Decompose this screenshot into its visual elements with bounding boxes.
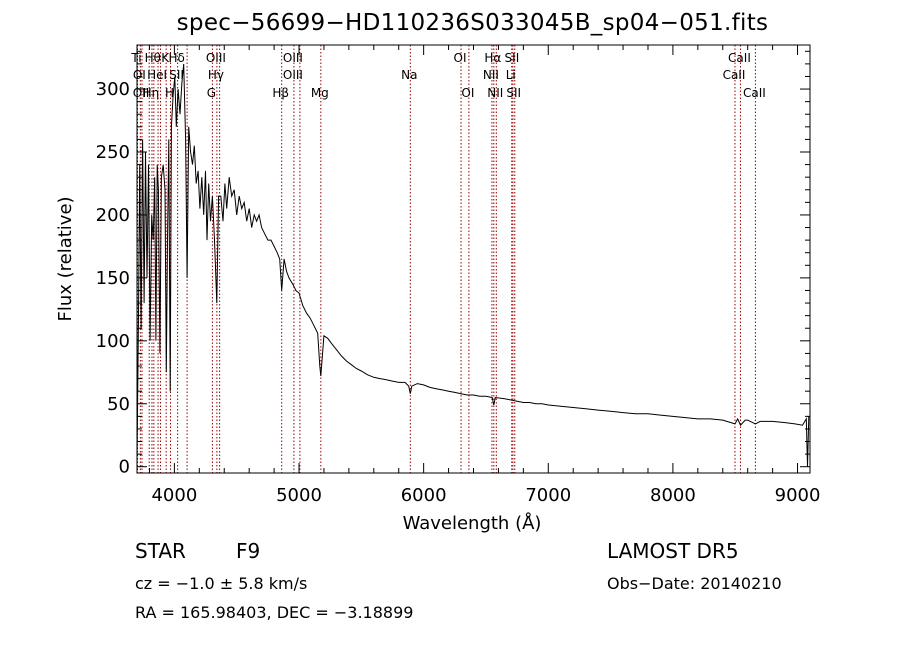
x-tick-label: 8000 (650, 485, 696, 506)
spectral-line-label: K (161, 51, 170, 65)
y-tick-label: 200 (96, 205, 130, 226)
spectral-line-markers (136, 45, 756, 473)
y-tick-label: 0 (119, 457, 130, 478)
survey-name: LAMOST DR5 (607, 539, 739, 563)
spectral-line-label: Hβ (272, 86, 289, 100)
spectral-line-label: CaII (728, 51, 751, 65)
spectral-line-label: NII (483, 68, 499, 82)
object-class: STAR (135, 539, 186, 563)
spectral-line-label: G (207, 86, 216, 100)
y-tick-label: 250 (96, 142, 130, 163)
spectral-line-label: H (165, 86, 174, 100)
spectral-line-label: Hγ (208, 68, 224, 82)
coordinates-readout: RA = 165.98403, DEC = −3.18899 (135, 603, 414, 622)
plot-frame (136, 44, 811, 474)
spectral-line-label: CaII (743, 86, 766, 100)
spectral-line-label: Hα (484, 51, 501, 65)
spectral-line-label: OIII (283, 51, 303, 65)
spectral-line-label: Mg (311, 86, 329, 100)
spectral-line-label: OIII (206, 51, 226, 65)
x-tick-label: 5000 (276, 485, 322, 506)
spectral-line-label: CaII (723, 68, 746, 82)
spectral-line-label: Na (401, 68, 417, 82)
spectral-line-labels: TiOIOIIHηHθHeIKHHδSIIGOIIIHγHβOIIIOIIIMg… (130, 51, 765, 100)
y-tick-label: 300 (96, 79, 130, 100)
spectral-line-label: SII (169, 68, 184, 82)
observation-date: Obs−Date: 20140210 (607, 574, 782, 593)
spectral-line-label: OI (454, 51, 467, 65)
chart-title: spec−56699−HD110236S033045B_sp04−051.fit… (176, 10, 769, 36)
y-axis-label: Flux (relative) (55, 196, 76, 321)
spectral-line-label: Hθ (145, 51, 161, 65)
x-tick-label: 9000 (775, 485, 821, 506)
spectral-line-label: Li (506, 68, 516, 82)
x-axis-ticks: 4000 5000 6000 7000 8000 9000 (148, 45, 821, 506)
spectral-line-label: OI (133, 68, 146, 82)
y-tick-label: 100 (96, 331, 130, 352)
spectral-line-label: Hδ (168, 51, 184, 65)
y-tick-label: 50 (107, 394, 130, 415)
x-tick-label: 4000 (151, 485, 197, 506)
y-axis-ticks: 0 50 100 150 200 250 300 (96, 50, 810, 478)
spectrum-series (136, 63, 810, 467)
x-tick-label: 6000 (401, 485, 447, 506)
subclass: F9 (236, 539, 261, 563)
x-axis-label: Wavelength (Å) (403, 512, 542, 534)
spectral-line-label: Ti (130, 51, 141, 65)
spectral-line-label: HeI (147, 68, 167, 82)
x-tick-label: 7000 (525, 485, 571, 506)
y-tick-label: 150 (96, 268, 130, 289)
redshift-readout: cz = −1.0 ± 5.8 km/s (135, 574, 308, 593)
spectral-line-label: Hη (143, 86, 160, 100)
spectral-line-label: SII (506, 86, 521, 100)
spectral-line-label: NII (487, 86, 503, 100)
spectral-line-label: OI (461, 86, 474, 100)
spectral-line-label: OIII (283, 68, 303, 82)
spectral-line-label: SII (505, 51, 520, 65)
